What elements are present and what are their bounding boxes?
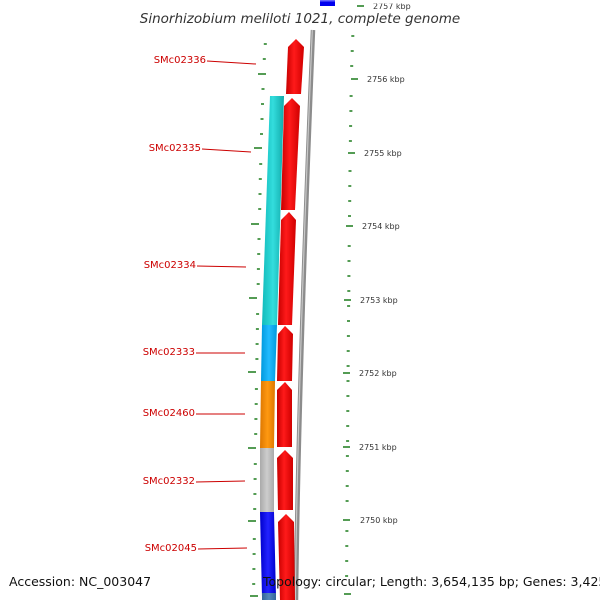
cog-block-blue [260,512,276,597]
leader-line [201,148,252,153]
gene-label-SMc02332[interactable]: SMc02332 [143,476,195,487]
gene-arrow-SMc02045[interactable] [278,514,295,600]
gene-label-SMc02460[interactable]: SMc02460 [143,408,195,419]
scale-label-2756: 2756 kbp [367,75,405,84]
cog-block-gray [260,448,274,512]
scale-label-2755: 2755 kbp [364,149,402,158]
cog-block-skyblue [261,325,277,381]
gene-arrow-SMc02332[interactable] [277,450,293,510]
leader-line [195,480,246,483]
gene-label-SMc02333[interactable]: SMc02333 [143,347,195,358]
cog-block-orange [260,381,275,448]
inner-minor-ticks [252,43,267,585]
gene-arrow-SMc02333[interactable] [277,326,293,381]
gene-label-SMc02336[interactable]: SMc02336 [154,55,206,66]
accession-text: Accession: NC_003047 [9,574,152,589]
cog-track [260,96,284,600]
gene-label-SMc02335[interactable]: SMc02335 [149,143,201,154]
outer-scale: 2756 kbp 2755 kbp 2754 kbp 2753 kbp 2752… [343,75,405,595]
leader-line [206,60,257,65]
scale-label-2754: 2754 kbp [362,222,400,231]
inner-scale [248,73,266,597]
cog-block-cyan [262,96,284,325]
leader-line [196,265,247,268]
title-overlap-mask [352,0,412,4]
genome-stats-text: Topology: circular; Length: 3,654,135 bp… [263,574,600,589]
scale-label-2757: 2757 kbp [373,2,411,11]
gene-labels: SMc02336 SMc02335 SMc02334 SMc02333 SMc0… [143,55,257,554]
gene-label-SMc02334[interactable]: SMc02334 [144,260,196,271]
top-feature [320,0,335,6]
gene-track-forward [277,39,304,600]
scale-label-2752: 2752 kbp [359,369,397,378]
scale-label-2751: 2751 kbp [359,443,397,452]
gene-arrow-SMc02335[interactable] [281,98,300,210]
leader-line [197,547,248,550]
outer-minor-ticks [345,35,355,577]
scale-label-2750: 2750 kbp [360,516,398,525]
genome-backbone [293,29,316,600]
genome-backbone-highlight [294,29,313,600]
map-title: Sinorhizobium meliloti 1021, complete ge… [140,11,460,27]
scale-label-2753: 2753 kbp [360,296,398,305]
gene-arrow-SMc02336[interactable] [286,39,304,94]
gene-label-SMc02045[interactable]: SMc02045 [145,543,197,554]
gene-arrow-SMc02334[interactable] [278,212,296,325]
gene-arrow-SMc02460[interactable] [277,382,292,447]
cog-block-steel-fragment [262,593,276,600]
